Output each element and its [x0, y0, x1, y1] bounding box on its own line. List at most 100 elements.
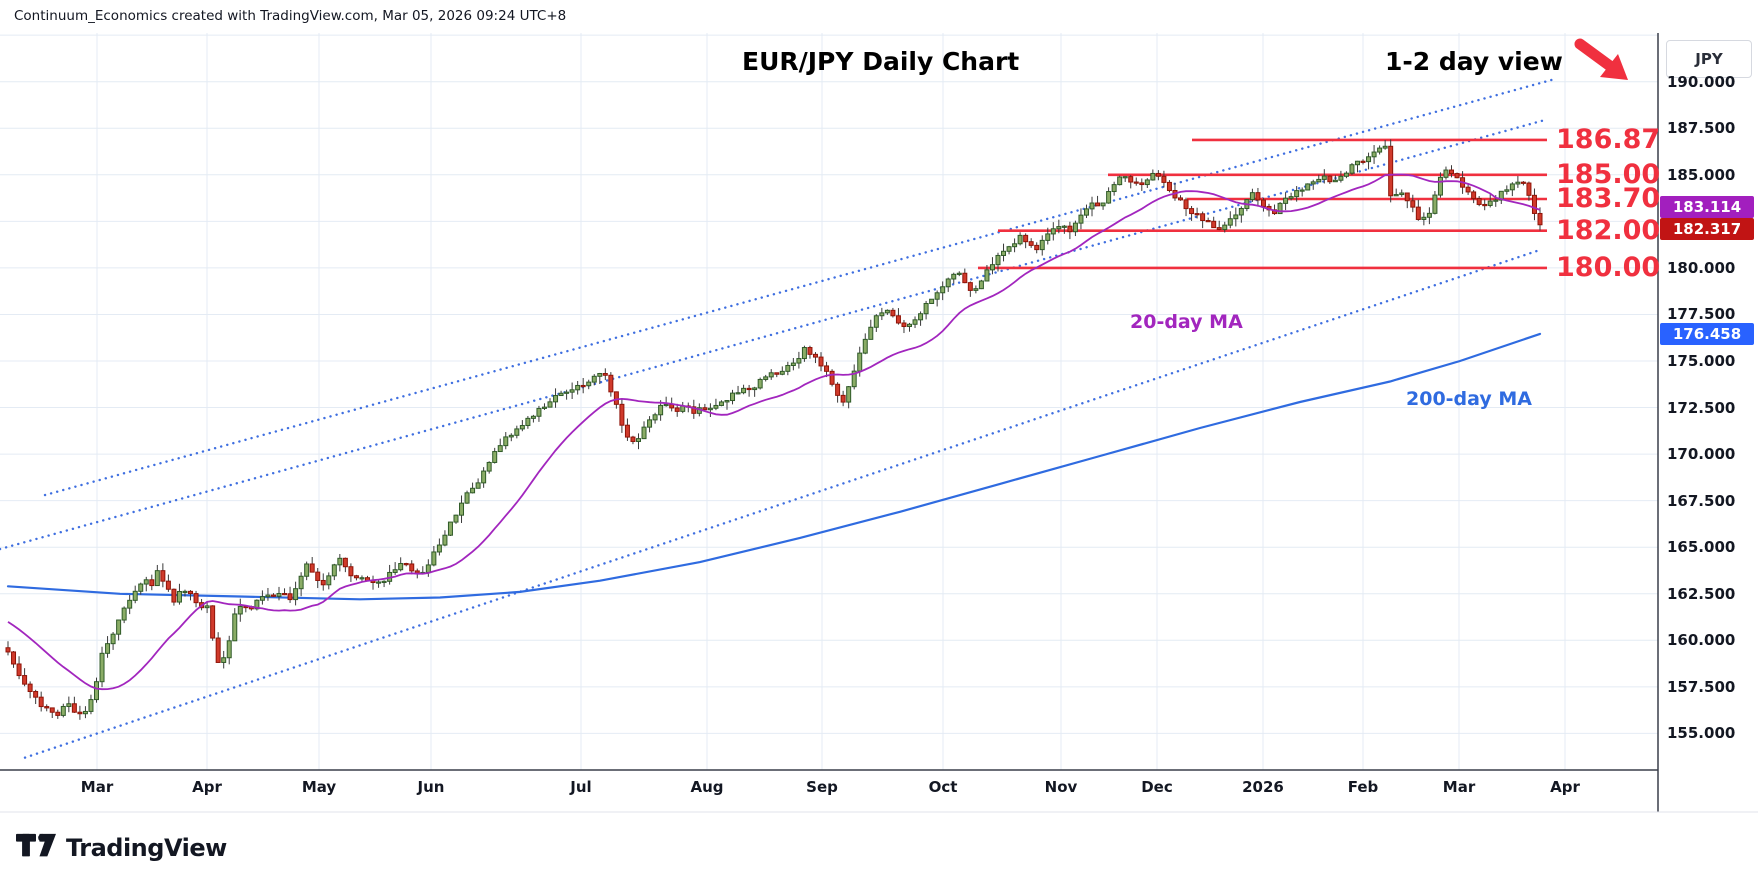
- candle-body: [403, 563, 409, 566]
- time-axis-label[interactable]: Jul: [570, 778, 592, 796]
- price-axis-label[interactable]: 157.500: [1667, 677, 1736, 696]
- time-axis-label[interactable]: Oct: [928, 778, 958, 796]
- candle-body: [1255, 192, 1261, 201]
- candle-body: [1178, 197, 1184, 201]
- candle-body: [801, 347, 807, 360]
- time-axis-label[interactable]: Feb: [1347, 778, 1379, 796]
- candle-body: [1493, 199, 1499, 202]
- candle-body: [824, 365, 830, 372]
- time-axis-label[interactable]: Mar: [80, 778, 114, 796]
- candle-body: [569, 389, 575, 393]
- candle-body: [768, 372, 774, 378]
- price-axis-label[interactable]: 190.000: [1667, 72, 1736, 91]
- ma20-line: [7, 173, 1541, 691]
- time-axis-label[interactable]: Dec: [1141, 778, 1173, 796]
- price-axis-label[interactable]: 187.500: [1667, 119, 1736, 138]
- candle-body: [973, 288, 979, 291]
- candle-body: [901, 322, 907, 327]
- candle-body: [1310, 181, 1316, 185]
- candle-body: [1426, 212, 1432, 218]
- candle-body: [923, 302, 929, 315]
- candle-body: [707, 407, 713, 411]
- candle-body: [342, 557, 348, 568]
- candle-body: [436, 544, 442, 553]
- candle-body: [1382, 145, 1388, 149]
- candle-body: [597, 373, 603, 377]
- price-axis-label[interactable]: 175.000: [1667, 352, 1736, 370]
- candle-body: [1465, 186, 1471, 193]
- time-axis-label[interactable]: Jun: [417, 778, 445, 796]
- price-axis-label[interactable]: 162.500: [1667, 584, 1736, 603]
- candle-body: [320, 579, 326, 586]
- candle-body: [453, 514, 459, 523]
- candle-body: [60, 705, 66, 716]
- time-axis-label[interactable]: Nov: [1044, 778, 1078, 796]
- candle-body: [779, 370, 785, 375]
- candle-body: [1283, 197, 1289, 204]
- candle-body: [33, 691, 39, 698]
- currency-chip[interactable]: JPY: [1666, 40, 1752, 78]
- candle-body: [741, 387, 747, 394]
- time-axis-label[interactable]: Apr: [1550, 778, 1580, 796]
- price-axis-label[interactable]: 177.500: [1667, 305, 1736, 324]
- candle-body: [1498, 190, 1504, 201]
- price-axis-label[interactable]: 160.000: [1667, 631, 1736, 650]
- candle-body: [1017, 234, 1023, 245]
- candle-body: [132, 590, 138, 601]
- price-axis-label[interactable]: 155.000: [1667, 724, 1736, 743]
- candle-body: [1045, 233, 1051, 241]
- candle-body: [348, 566, 354, 577]
- candle-body: [1454, 173, 1460, 179]
- time-axis-label[interactable]: Sep: [806, 778, 838, 796]
- ma200-line: [6, 332, 1542, 601]
- candle-body: [1117, 176, 1123, 186]
- candle-body: [1471, 191, 1477, 200]
- price-axis-label[interactable]: 165.000: [1667, 538, 1736, 557]
- tradingview-logo-text: TradingView: [66, 834, 227, 862]
- candle-body: [1095, 202, 1101, 207]
- candle-body: [1216, 227, 1222, 231]
- candle-body: [1321, 175, 1327, 180]
- candle-body: [1166, 181, 1172, 192]
- candle-body: [326, 575, 332, 586]
- time-axis-label[interactable]: Mar: [1442, 778, 1476, 796]
- candle-body: [149, 579, 155, 587]
- time-axis-label[interactable]: Aug: [690, 778, 724, 796]
- candle-body: [907, 323, 913, 327]
- time-axis-label[interactable]: Apr: [192, 778, 222, 796]
- candle-body: [1222, 224, 1228, 231]
- candle-body: [1399, 192, 1405, 196]
- price-axis-label[interactable]: 180.000: [1667, 258, 1736, 277]
- candle-body: [1128, 176, 1134, 183]
- candle-body: [862, 338, 868, 354]
- candle-body: [464, 492, 470, 504]
- candle-body: [55, 711, 61, 716]
- candle-body: [1144, 179, 1150, 186]
- candle-body: [658, 404, 664, 416]
- candle-body: [376, 581, 382, 584]
- candle-body: [298, 575, 304, 590]
- candle-body: [812, 353, 818, 358]
- candle-body: [1006, 246, 1012, 252]
- price-axis-label[interactable]: 185.000: [1667, 165, 1736, 184]
- candle-body: [525, 417, 531, 427]
- price-axis-label[interactable]: 170.000: [1667, 445, 1736, 464]
- candle-body: [591, 375, 597, 383]
- time-axis-label[interactable]: May: [301, 778, 337, 796]
- time-axis-label[interactable]: 2026: [1242, 778, 1284, 796]
- candle-body: [752, 387, 758, 391]
- candle-body: [121, 607, 127, 621]
- candle-body: [652, 414, 658, 421]
- price-axis-label[interactable]: 167.500: [1667, 491, 1736, 510]
- candle-body: [259, 596, 265, 601]
- candle-body: [796, 358, 802, 364]
- candle-body: [1227, 218, 1233, 226]
- candle-body: [1111, 184, 1117, 193]
- candle-body: [11, 651, 17, 665]
- candle-body: [1078, 214, 1084, 224]
- candle-body: [873, 315, 879, 328]
- candle-body: [829, 370, 835, 385]
- tradingview-logo[interactable]: TradingView: [16, 832, 227, 864]
- price-axis-label[interactable]: 172.500: [1667, 398, 1736, 417]
